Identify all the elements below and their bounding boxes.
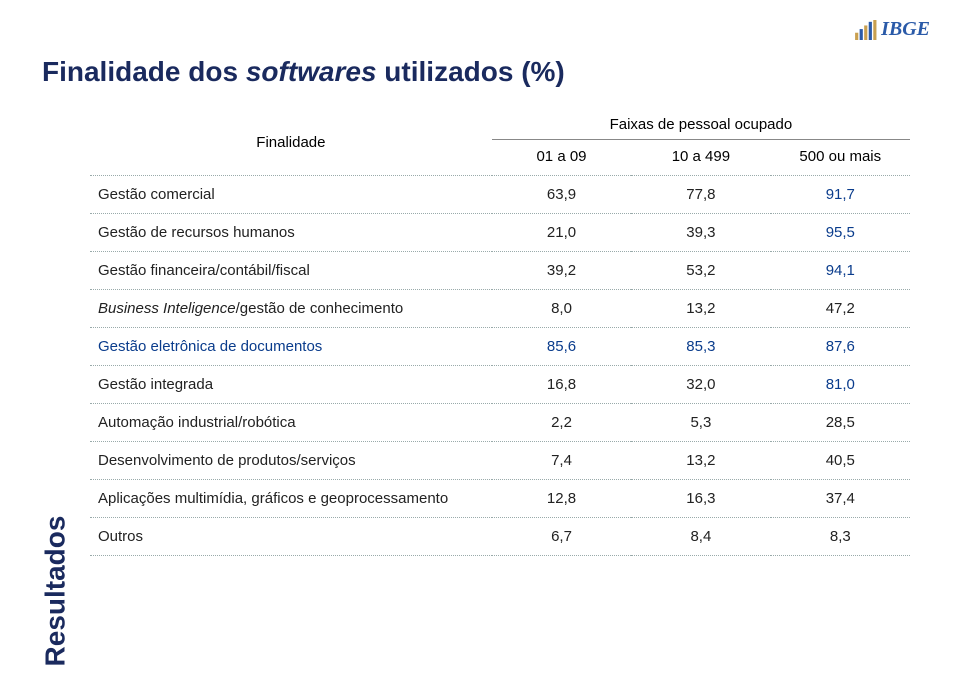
table-cell: 94,1 xyxy=(771,252,910,290)
table-cell: 7,4 xyxy=(492,442,631,480)
table-cell: 95,5 xyxy=(771,214,910,252)
table-cell: 6,7 xyxy=(492,518,631,556)
table-cell: 39,2 xyxy=(492,252,631,290)
table-row-label: Automação industrial/robótica xyxy=(90,404,492,442)
table-cell: 21,0 xyxy=(492,214,631,252)
title-prefix: Finalidade dos xyxy=(42,56,246,87)
table-row: Gestão de recursos humanos21,039,395,5 xyxy=(90,214,910,252)
table-cell: 39,3 xyxy=(631,214,770,252)
table-group-header: Faixas de pessoal ocupado xyxy=(492,110,910,140)
table-cell: 91,7 xyxy=(771,176,910,214)
table-cell: 8,0 xyxy=(492,290,631,328)
table-cell: 28,5 xyxy=(771,404,910,442)
data-table: Finalidade Faixas de pessoal ocupado 01 … xyxy=(90,110,910,556)
table-cell: 16,8 xyxy=(492,366,631,404)
table-cell: 5,3 xyxy=(631,404,770,442)
table-cell: 40,5 xyxy=(771,442,910,480)
table-row: Outros6,78,48,3 xyxy=(90,518,910,556)
table-cell: 87,6 xyxy=(771,328,910,366)
table-row-label: Aplicações multimídia, gráficos e geopro… xyxy=(90,480,492,518)
table-row: Aplicações multimídia, gráficos e geopro… xyxy=(90,480,910,518)
table-row: Gestão eletrônica de documentos85,685,38… xyxy=(90,328,910,366)
table-row-label: Gestão de recursos humanos xyxy=(90,214,492,252)
table-cell: 85,6 xyxy=(492,328,631,366)
logo-graphic-icon xyxy=(855,20,877,40)
table-row-label: Outros xyxy=(90,518,492,556)
table-row: Automação industrial/robótica2,25,328,5 xyxy=(90,404,910,442)
table-row-label: Gestão integrada xyxy=(90,366,492,404)
table-col-header: 500 ou mais xyxy=(771,140,910,176)
title-suffix: utilizados (%) xyxy=(377,56,565,87)
table-row-label: Gestão financeira/contábil/fiscal xyxy=(90,252,492,290)
table-row: Gestão financeira/contábil/fiscal39,253,… xyxy=(90,252,910,290)
table-row-label: Business Inteligence/gestão de conhecime… xyxy=(90,290,492,328)
table-row: Desenvolvimento de produtos/serviços7,41… xyxy=(90,442,910,480)
table-row: Gestão integrada16,832,081,0 xyxy=(90,366,910,404)
table-cell: 81,0 xyxy=(771,366,910,404)
table-cell: 8,3 xyxy=(771,518,910,556)
table-cell: 8,4 xyxy=(631,518,770,556)
table-cell: 12,8 xyxy=(492,480,631,518)
table-row-label: Gestão comercial xyxy=(90,176,492,214)
page-title: Finalidade dos softwares utilizados (%) xyxy=(42,56,565,88)
table-cell: 37,4 xyxy=(771,480,910,518)
table-row-label: Gestão eletrônica de documentos xyxy=(90,328,492,366)
table-cell: 47,2 xyxy=(771,290,910,328)
table-row: Business Inteligence/gestão de conhecime… xyxy=(90,290,910,328)
table-cell: 32,0 xyxy=(631,366,770,404)
table-row-header: Finalidade xyxy=(90,110,492,176)
logo-text: IBGE xyxy=(881,18,930,41)
table-cell: 16,3 xyxy=(631,480,770,518)
sidebar-label: Resultados xyxy=(39,516,71,667)
table-cell: 53,2 xyxy=(631,252,770,290)
table-row-label: Desenvolvimento de produtos/serviços xyxy=(90,442,492,480)
title-italic: softwares xyxy=(246,56,377,87)
table-cell: 77,8 xyxy=(631,176,770,214)
ibge-logo: IBGE xyxy=(855,18,930,41)
table-cell: 85,3 xyxy=(631,328,770,366)
table-cell: 63,9 xyxy=(492,176,631,214)
table-cell: 13,2 xyxy=(631,290,770,328)
table-row: Gestão comercial63,977,891,7 xyxy=(90,176,910,214)
table-cell: 2,2 xyxy=(492,404,631,442)
table-col-header: 10 a 499 xyxy=(631,140,770,176)
table-col-header: 01 a 09 xyxy=(492,140,631,176)
sidebar: Resultados xyxy=(20,110,68,697)
table-cell: 13,2 xyxy=(631,442,770,480)
